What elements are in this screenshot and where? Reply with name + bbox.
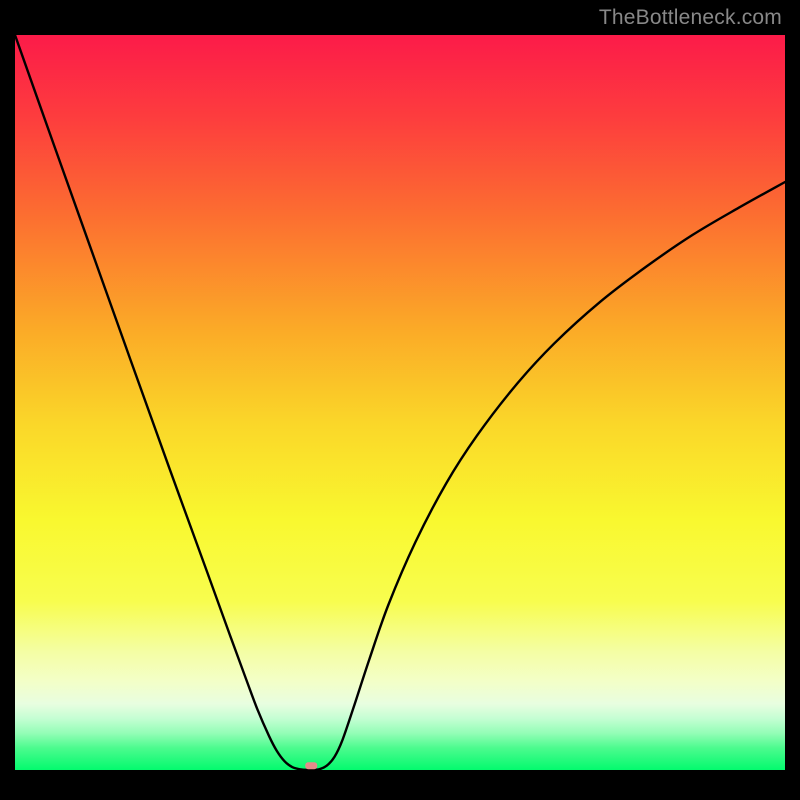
watermark-text: TheBottleneck.com	[599, 6, 782, 30]
minimum-marker	[306, 762, 318, 769]
bottleneck-curve	[15, 35, 785, 770]
chart-frame: TheBottleneck.com	[0, 0, 800, 800]
curve-right-branch	[310, 182, 785, 770]
curve-left-branch	[15, 35, 310, 770]
plot-area	[15, 35, 785, 770]
